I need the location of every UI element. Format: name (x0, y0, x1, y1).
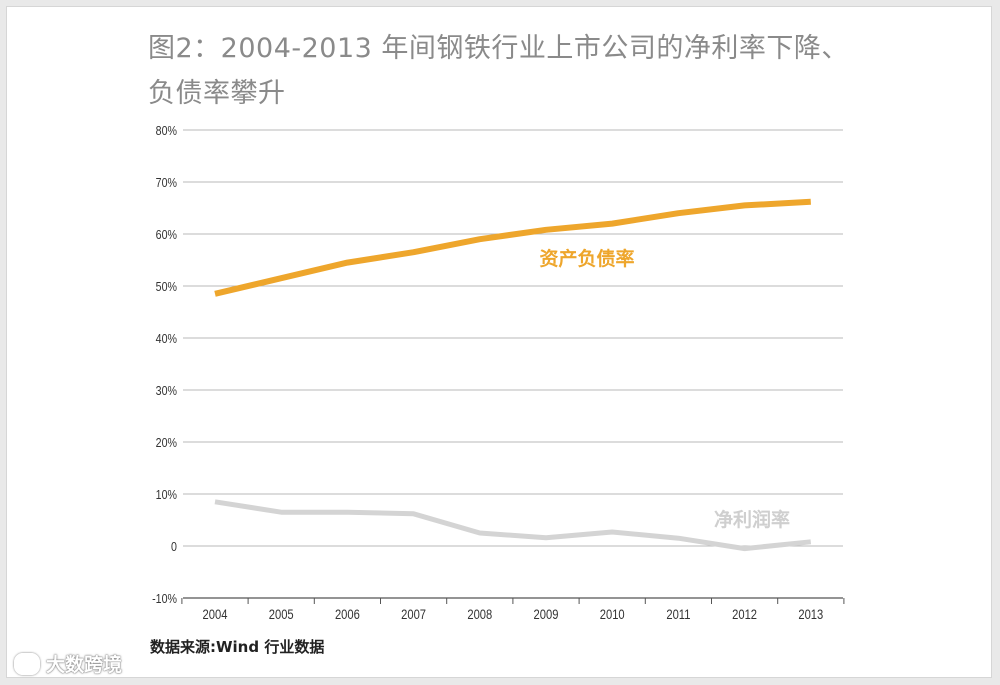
watermark-text: 大数跨境 (46, 654, 123, 676)
y-tick-label: 0 (171, 539, 177, 554)
watermark: 大数跨境 (14, 650, 122, 677)
x-tick-label: 2007 (401, 607, 426, 622)
x-tick-label: 2011 (666, 607, 690, 622)
y-tick-label: 40% (156, 331, 178, 346)
chart-card (6, 6, 992, 678)
watermark-logo-icon (14, 652, 40, 675)
data-source-note: 数据来源:Wind 行业数据 (150, 638, 325, 656)
y-tick-label: 70% (156, 175, 178, 190)
x-tick-label: 2005 (269, 607, 294, 622)
y-tick-label: 60% (156, 227, 178, 242)
chart-title: 图2：2004-2013 年间钢铁行业上市公司的净利率下降、负债率攀升 (148, 33, 849, 109)
x-tick-label: 2008 (467, 607, 492, 622)
series-line-net-margin (214, 499, 812, 552)
x-tick-label: 2006 (335, 607, 360, 622)
y-tick-label: 20% (156, 435, 178, 450)
x-axis: 2004 2005 2006 2007 2008 2009 2010 2011 2012 2013 (181, 597, 845, 622)
y-tick-label: 50% (156, 279, 178, 294)
series-lines (214, 198, 812, 552)
series-label-debt-ratio: 资产负债率 (539, 247, 634, 270)
x-tick-label: 2012 (732, 607, 757, 622)
y-tick-label: -10% (152, 591, 177, 606)
grid-lines (183, 129, 843, 547)
x-tick-label: 2009 (534, 607, 559, 622)
y-tick-label: 80% (156, 123, 178, 138)
x-tick-label: 2004 (203, 607, 228, 622)
series-line-debt-ratio (214, 198, 811, 297)
y-tick-label: 10% (156, 487, 178, 502)
x-tick-label: 2010 (600, 607, 625, 622)
series-label-net-margin: 净利润率 (714, 508, 790, 531)
x-tick-label: 2013 (798, 607, 823, 622)
y-axis-ticks: -10% 0 10% 20% 30% 40% 50% 60% 70% 80% (152, 123, 177, 606)
y-tick-label: 30% (156, 383, 178, 398)
